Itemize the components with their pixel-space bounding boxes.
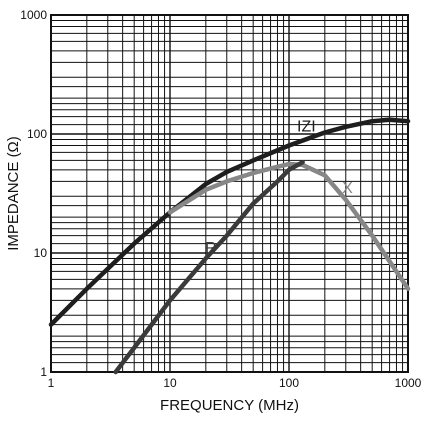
grid [51,15,408,372]
y-tick-labels: 1 10 100 1000 [20,8,47,379]
plot-frame [50,14,409,373]
y-tick-label: 10 [34,246,48,260]
x-tick-label: 1 [48,376,55,390]
y-tick-label: 1 [40,365,47,379]
y-tick-label: 100 [27,127,47,141]
y-axis-label: IMPEDANCE (Ω) [5,136,22,251]
series-label-izi: IZI [297,118,316,135]
x-tick-label: 1000 [395,376,421,390]
x-axis-label: FREQUENCY (MHz) [160,397,299,414]
x-tick-label: 10 [163,376,177,390]
series-annotations: IZI X R [205,118,353,257]
series-label-x: X [342,180,353,197]
x-tick-labels: 1 10 100 1000 [48,376,421,390]
series-label-r: R [205,240,217,257]
series-layer [48,117,411,375]
y-tick-label: 1000 [20,8,47,22]
x-tick-label: 100 [279,376,299,390]
series-line-r [113,159,305,375]
series-line-izi [48,117,411,327]
